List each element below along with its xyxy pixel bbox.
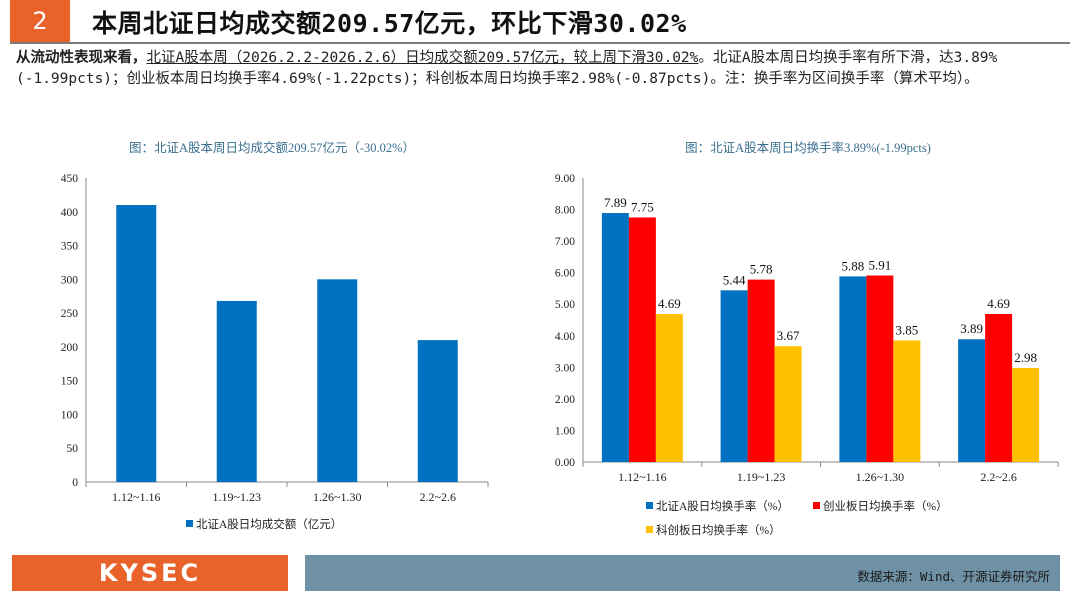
bar-1	[720, 290, 748, 462]
bar-3	[655, 314, 683, 462]
bar-3	[1012, 367, 1040, 462]
y-tick-label: 50	[67, 443, 79, 455]
bar-1	[417, 340, 458, 482]
bar-2	[628, 217, 656, 462]
data-label: 4.69	[987, 296, 1010, 311]
y-tick-label: 200	[61, 342, 79, 354]
logo-background	[12, 555, 288, 591]
data-label: 7.89	[604, 195, 627, 210]
summary-paragraph: 从流动性表现来看，北证A股本周（2026.2.2-2026.2.6）日均成交额2…	[16, 48, 1066, 90]
chart-title: 图：北证A股本周日均换手率3.89%(-1.99pcts)	[685, 140, 931, 155]
y-tick-label: 0.00	[555, 457, 575, 469]
bar-2	[747, 279, 775, 462]
bar-3	[774, 346, 802, 462]
y-tick-label: 6.00	[555, 268, 575, 280]
legend-label: 科创板日均换手率（%）	[656, 523, 781, 537]
y-tick-label: 4.00	[555, 331, 575, 343]
summary-highlight: 北证A股本周（2026.2.2-2026.2.6）日均成交额209.57亿元，较…	[146, 50, 699, 66]
y-tick-label: 150	[61, 376, 79, 388]
summary-rest: 。北证A股本周日均换手率有所下滑，达3.89%(-1.99pcts)；创业板本周…	[16, 50, 998, 87]
x-tick-label: 1.12~1.16	[618, 470, 667, 484]
y-tick-label: 350	[61, 241, 79, 253]
chart-title: 图：北证A股本周日均成交额209.57亿元（-30.02%）	[129, 140, 415, 155]
legend-swatch	[646, 502, 653, 509]
data-label: 5.78	[750, 262, 773, 277]
y-tick-label: 7.00	[555, 236, 575, 248]
y-tick-label: 450	[61, 173, 79, 185]
x-tick-label: 1.12~1.16	[112, 490, 161, 504]
y-tick-label: 1.00	[555, 425, 575, 437]
bar-2	[866, 275, 894, 462]
y-tick-label: 400	[61, 207, 79, 219]
legend-swatch	[813, 502, 820, 509]
legend-swatch	[186, 520, 193, 527]
page-title: 本周北证日均成交额209.57亿元，环比下滑30.02%	[92, 9, 687, 38]
y-tick-label: 2.00	[555, 394, 575, 406]
bar-3	[893, 340, 921, 462]
x-tick-label: 2.2~2.6	[980, 470, 1017, 484]
legend-label: 北证A股日均成交额（亿元）	[196, 517, 342, 531]
data-label: 3.85	[896, 323, 919, 338]
data-label: 7.75	[631, 199, 654, 214]
bar-1	[839, 276, 867, 462]
bar-1	[601, 213, 629, 462]
section-number: 2	[10, 0, 70, 42]
footer-bar	[305, 555, 1060, 591]
data-label: 3.67	[777, 328, 800, 343]
x-tick-label: 1.19~1.23	[737, 470, 786, 484]
summary-lead: 从流动性表现来看，	[16, 50, 147, 66]
y-tick-label: 0	[72, 477, 78, 489]
x-tick-label: 2.2~2.6	[420, 490, 457, 504]
data-label: 3.89	[960, 321, 983, 336]
turnover-amount-chart: 图：北证A股本周日均成交额209.57亿元（-30.02%） 0 50 100 150 2…	[61, 140, 489, 531]
legend-label: 创业板日均换手率（%）	[823, 499, 948, 513]
data-source: 数据来源：Wind、开源证券研究所	[857, 569, 1050, 584]
data-label: 4.69	[658, 296, 681, 311]
y-tick-label: 8.00	[555, 205, 575, 217]
y-tick-label: 5.00	[555, 299, 575, 311]
y-tick-label: 250	[61, 308, 79, 320]
legend-label: 北证A股日均换手率（%）	[656, 499, 789, 513]
turnover-rate-chart: 图：北证A股本周日均换手率3.89%(-1.99pcts) 0.00 1.00 2.0…	[555, 140, 1059, 537]
bar-1	[116, 205, 157, 482]
data-label: 5.88	[842, 258, 865, 273]
y-tick-label: 300	[61, 274, 79, 286]
data-label: 2.98	[1014, 350, 1037, 365]
y-tick-label: 9.00	[555, 173, 575, 185]
x-tick-label: 1.26~1.30	[856, 470, 905, 484]
data-label: 5.91	[869, 258, 892, 273]
bar-1	[216, 300, 257, 482]
legend-swatch	[646, 526, 653, 533]
x-tick-label: 1.19~1.23	[213, 490, 262, 504]
x-tick-label: 1.26~1.30	[313, 490, 362, 504]
header-divider	[10, 42, 1070, 44]
y-tick-label: 3.00	[555, 362, 575, 374]
y-tick-label: 100	[61, 409, 79, 421]
brand-logo: KYSEC	[98, 559, 202, 587]
bar-1	[317, 279, 358, 482]
data-label: 5.44	[723, 272, 746, 287]
bar-1	[958, 339, 986, 462]
bar-2	[985, 314, 1013, 462]
